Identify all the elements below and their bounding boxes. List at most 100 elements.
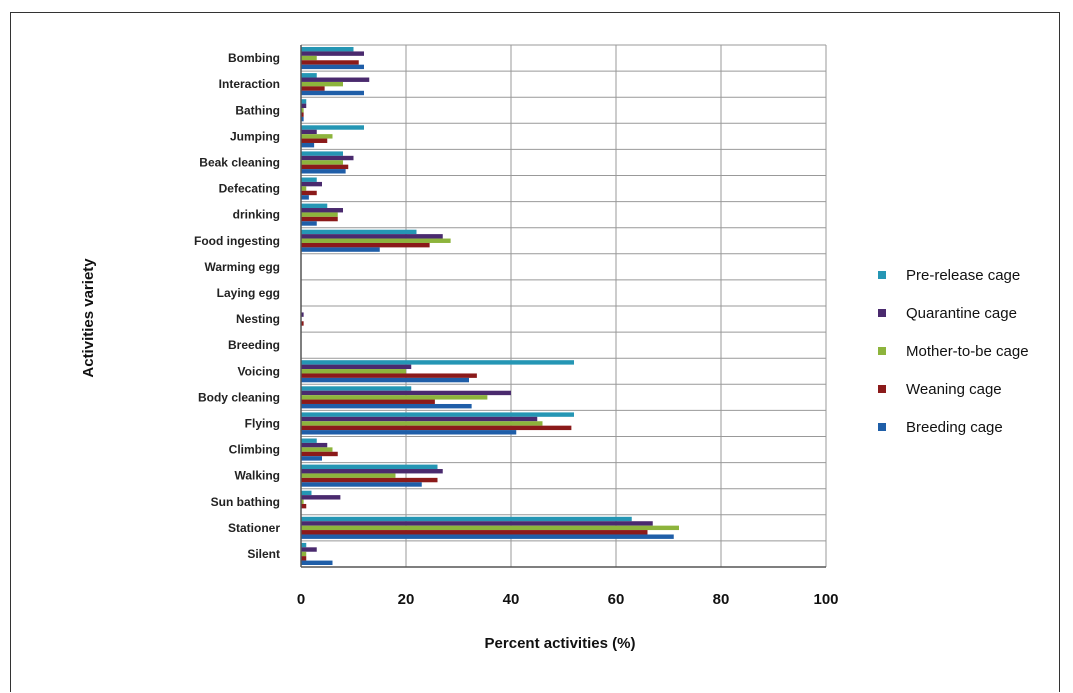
bar — [301, 216, 338, 222]
bar-series — [301, 47, 679, 565]
legend-swatch — [878, 347, 886, 355]
category-label: Food ingesting — [194, 234, 280, 248]
bar — [301, 77, 370, 82]
bar — [301, 186, 307, 191]
bar — [301, 64, 364, 70]
category-label: Beak cleaning — [199, 155, 280, 169]
bar — [301, 560, 333, 565]
bar — [301, 221, 317, 226]
bar — [301, 234, 443, 239]
bar — [301, 542, 307, 548]
category-label: Defecating — [219, 182, 280, 196]
bar — [301, 399, 435, 404]
bar — [301, 521, 653, 526]
category-label: Breeding — [228, 338, 280, 352]
x-tick-label: 0 — [297, 591, 305, 608]
bar — [301, 108, 304, 113]
bar — [301, 495, 341, 500]
bar — [301, 212, 338, 217]
bar — [301, 151, 343, 156]
legend-label: Quarantine cage — [906, 305, 1017, 322]
bar — [301, 421, 543, 426]
x-tick-label: 100 — [813, 591, 838, 608]
bar — [301, 530, 648, 535]
bar — [301, 360, 574, 365]
bar — [301, 390, 511, 396]
bar — [301, 247, 380, 252]
bar — [301, 203, 328, 209]
bar — [301, 99, 307, 104]
category-label: Interaction — [219, 77, 280, 91]
bar — [301, 377, 469, 383]
bar — [301, 556, 307, 561]
category-label: Climbing — [229, 443, 280, 457]
gridlines — [300, 44, 827, 568]
category-label: Bombing — [228, 51, 280, 65]
bar — [301, 181, 322, 187]
bar — [301, 451, 338, 457]
bar — [301, 447, 333, 452]
bar — [301, 86, 325, 91]
category-label: Walking — [234, 469, 280, 483]
bar — [301, 164, 349, 170]
bar — [301, 112, 304, 117]
bar — [301, 477, 438, 483]
category-labels: Bombing Interaction Bathing Jumping Beak cle… — [194, 51, 280, 561]
bar — [301, 490, 312, 496]
x-tick-label: 40 — [503, 591, 520, 608]
category-label: Warming egg — [204, 260, 280, 274]
bar — [301, 369, 406, 374]
bar — [301, 503, 307, 509]
bar — [301, 103, 307, 109]
bar — [301, 425, 572, 431]
legend-label: Pre-release cage — [906, 267, 1020, 284]
bar — [301, 129, 317, 135]
bar — [301, 55, 317, 61]
x-tick-label: 20 — [398, 591, 415, 608]
bar — [301, 395, 488, 400]
bar — [301, 312, 304, 317]
bar — [301, 125, 364, 130]
legend-swatch — [878, 309, 886, 317]
bar — [301, 456, 322, 461]
bar — [301, 321, 304, 326]
bar — [301, 229, 417, 235]
category-label: Jumping — [230, 129, 280, 143]
bar — [301, 169, 346, 174]
bar — [301, 138, 328, 143]
legend-label: Mother-to-be cage — [906, 343, 1029, 360]
bar — [301, 525, 679, 531]
bar — [301, 51, 364, 56]
bar — [301, 364, 412, 370]
category-label: Bathing — [235, 103, 280, 117]
category-label: Laying egg — [217, 286, 280, 300]
bar — [301, 155, 354, 161]
bar — [301, 142, 315, 148]
bar — [301, 190, 317, 196]
category-label: Stationer — [228, 521, 280, 535]
bar — [301, 60, 359, 65]
bar — [301, 442, 328, 448]
bar — [301, 516, 632, 522]
bar — [301, 551, 307, 557]
legend-label: Weaning cage — [906, 381, 1002, 398]
legend-swatch — [878, 271, 886, 279]
bar — [301, 469, 443, 474]
bar — [301, 81, 343, 87]
bar — [301, 90, 364, 96]
bar — [301, 403, 472, 409]
bar — [301, 416, 538, 422]
bar — [301, 208, 343, 213]
bar — [301, 499, 304, 504]
x-tick-labels: 0 20 40 60 80 100 — [297, 591, 839, 608]
legend: Pre-release cage Quarantine cage Mother-to… — [878, 267, 1029, 436]
bar — [301, 473, 396, 478]
category-label: Sun bathing — [211, 495, 280, 509]
x-axis-title: Percent activities (%) — [485, 635, 636, 652]
y-axis-title: Activities variety — [80, 258, 97, 378]
legend-swatch — [878, 385, 886, 393]
category-label: Voicing — [238, 364, 280, 378]
bar — [301, 547, 317, 552]
legend-swatch — [878, 423, 886, 431]
